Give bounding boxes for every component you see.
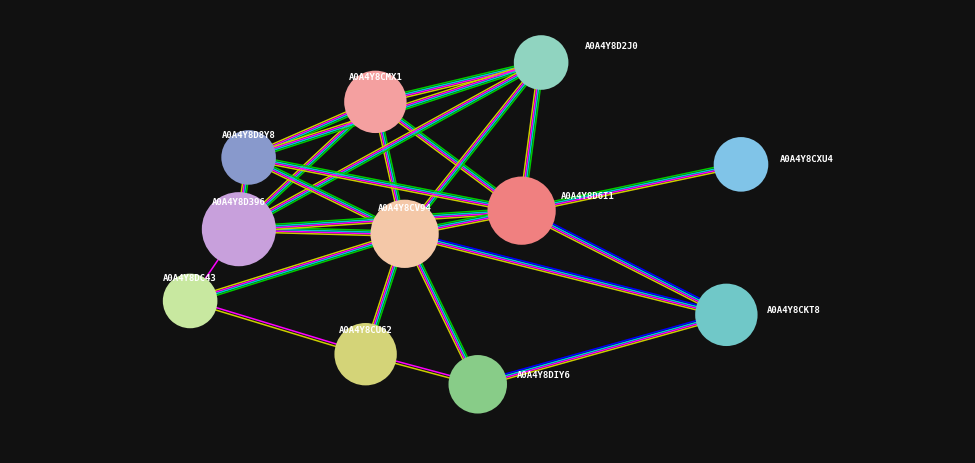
Text: A0A4Y8CU62: A0A4Y8CU62: [338, 326, 393, 335]
Ellipse shape: [714, 137, 768, 192]
Text: A0A4Y8CMX1: A0A4Y8CMX1: [348, 74, 403, 82]
Ellipse shape: [221, 130, 276, 185]
Text: A0A4Y8D2J0: A0A4Y8D2J0: [585, 42, 639, 51]
Text: A0A4Y8D6I1: A0A4Y8D6I1: [561, 193, 614, 201]
Text: A0A4Y8DIY6: A0A4Y8DIY6: [517, 371, 570, 380]
Text: A0A4Y8CXU4: A0A4Y8CXU4: [780, 156, 834, 164]
Text: A0A4Y8DC43: A0A4Y8DC43: [163, 275, 217, 283]
Ellipse shape: [514, 35, 568, 90]
Ellipse shape: [448, 355, 507, 413]
Text: A0A4Y8D8Y8: A0A4Y8D8Y8: [221, 131, 276, 140]
Ellipse shape: [202, 192, 276, 266]
Ellipse shape: [695, 284, 758, 346]
Text: A0A4Y8CKT8: A0A4Y8CKT8: [767, 306, 821, 315]
Ellipse shape: [344, 71, 407, 133]
Text: A0A4Y8D396: A0A4Y8D396: [212, 198, 266, 207]
Text: A0A4Y8CV94: A0A4Y8CV94: [377, 204, 432, 213]
Ellipse shape: [334, 323, 397, 385]
Ellipse shape: [370, 200, 439, 268]
Ellipse shape: [488, 176, 556, 245]
Ellipse shape: [163, 274, 217, 328]
